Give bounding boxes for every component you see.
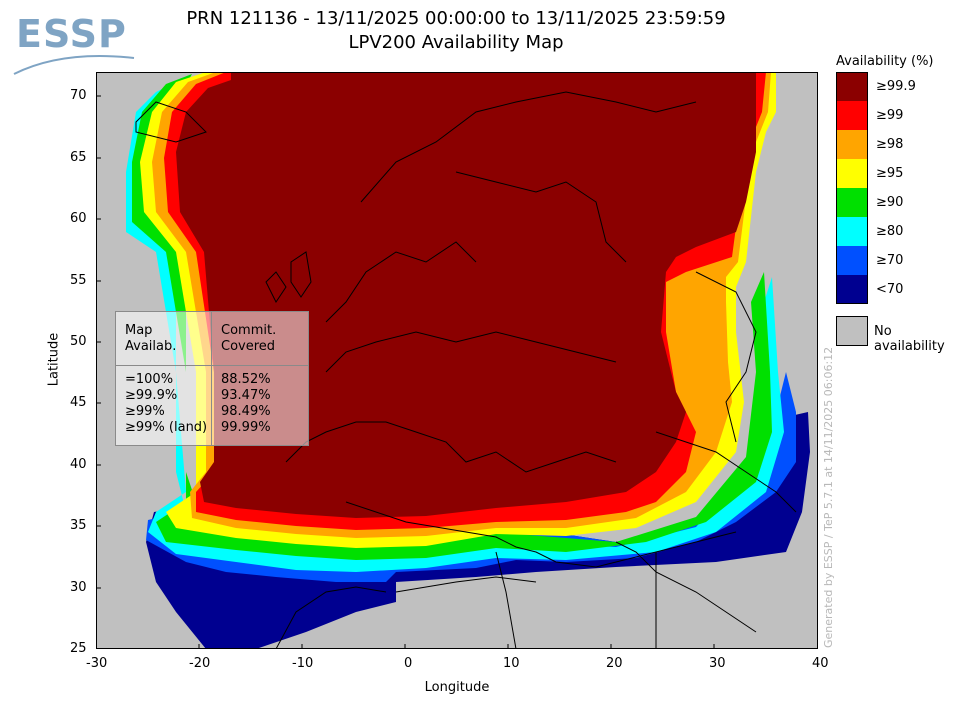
legend-swatch xyxy=(836,72,868,101)
y-tick-label: 65 xyxy=(70,150,87,165)
legend-title: Availability (%) xyxy=(836,54,934,69)
legend-label: ≥90 xyxy=(876,195,904,210)
table-divider xyxy=(211,312,212,445)
map-title: PRN 121136 - 13/11/2025 00:00:00 to 13/1… xyxy=(186,8,726,29)
essp-logo: ESSP xyxy=(12,8,137,80)
y-tick-label: 35 xyxy=(70,518,87,533)
y-tick-label: 60 xyxy=(70,211,87,226)
x-tick-label: 10 xyxy=(503,656,520,671)
x-tick-label: -20 xyxy=(189,656,211,671)
row-label: ≥99.9% xyxy=(125,388,178,403)
x-axis-label: Longitude xyxy=(424,680,490,695)
y-tick-label: 50 xyxy=(70,334,87,349)
row-value: 93.47% xyxy=(221,388,271,403)
x-tick-label: 30 xyxy=(709,656,726,671)
row-label: ≥99% xyxy=(125,404,165,419)
x-tick-label: 40 xyxy=(812,656,829,671)
y-tick-label: 55 xyxy=(70,273,87,288)
header-commit-covered: Commit. Covered xyxy=(221,323,277,354)
legend-label: ≥70 xyxy=(876,253,904,268)
legend-swatch xyxy=(836,246,868,275)
legend-label: ≥80 xyxy=(876,224,904,239)
legend-swatch xyxy=(836,188,868,217)
coastlines xyxy=(135,91,797,649)
legend-label: ≥99 xyxy=(876,108,904,123)
legend-swatch xyxy=(836,275,868,304)
x-tick-label: -10 xyxy=(292,656,314,671)
band-ge99-9 xyxy=(176,72,756,518)
generated-credit: Generated by ESSP / TeP 5.7.1 at 14/11/2… xyxy=(822,346,835,648)
y-tick-label: 40 xyxy=(70,457,87,472)
header-map-availability: Map Availab. xyxy=(125,323,177,354)
y-tick-label: 45 xyxy=(70,395,87,410)
x-tick-label: 0 xyxy=(404,656,413,671)
x-tick-label: 20 xyxy=(606,656,623,671)
y-tick-label: 25 xyxy=(70,641,87,656)
legend-label: ≥99.9 xyxy=(876,79,916,94)
legend-label: ≥98 xyxy=(876,137,904,152)
no-availability-label: No availability xyxy=(874,324,945,354)
row-value: 98.49% xyxy=(221,404,271,419)
row-label: ≥99% (land) xyxy=(125,420,208,435)
map-subtitle: LPV200 Availability Map xyxy=(348,32,564,53)
legend-label: ≥95 xyxy=(876,166,904,181)
y-tick-label: 30 xyxy=(70,580,87,595)
legend-swatch xyxy=(836,130,868,159)
row-value: 88.52% xyxy=(221,372,271,387)
logo-text: ESSP xyxy=(16,12,127,56)
logo-swoosh-icon xyxy=(13,55,135,75)
row-label: =100% xyxy=(125,372,174,387)
no-availability-swatch xyxy=(836,316,868,346)
x-tick-label: -30 xyxy=(86,656,108,671)
legend-swatch xyxy=(836,159,868,188)
map-frame xyxy=(96,72,818,649)
legend-label: <70 xyxy=(876,282,904,297)
table-divider xyxy=(116,365,308,366)
legend-swatch xyxy=(836,101,868,130)
y-axis-label: Latitude xyxy=(46,332,62,387)
y-tick-label: 70 xyxy=(70,88,87,103)
legend-swatch xyxy=(836,217,868,246)
availability-stats-table: Map Availab. Commit. Covered =100% 88.52… xyxy=(115,311,309,446)
row-value: 99.99% xyxy=(221,420,271,435)
